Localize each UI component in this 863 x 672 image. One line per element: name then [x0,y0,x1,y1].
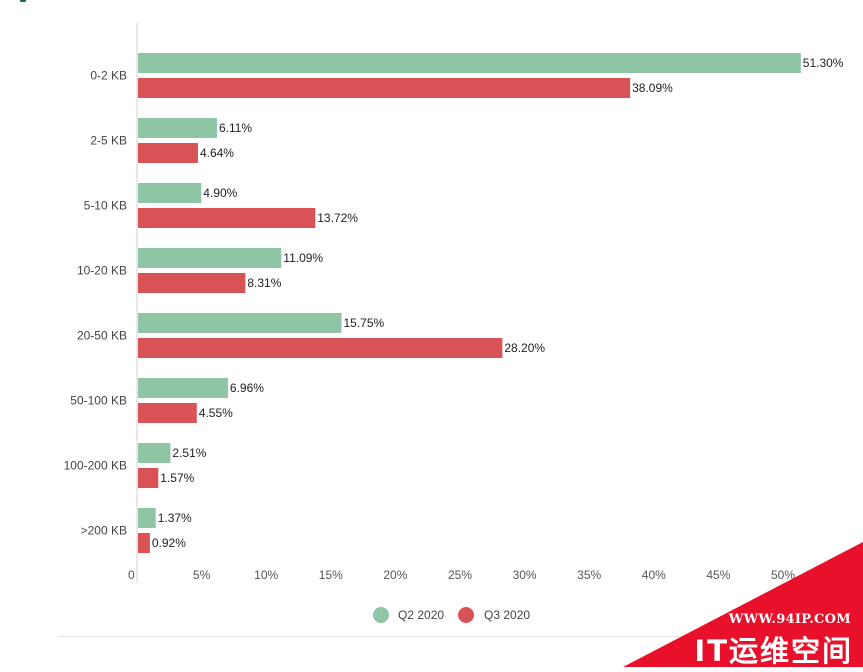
data-label: 38.09% [632,81,673,95]
bar [138,143,198,163]
x-tick-label: 40% [642,568,666,582]
x-tick-label: 20% [383,568,407,582]
title-fragment [20,0,26,2]
bar [138,248,282,268]
category-label: 10-20 KB [77,264,127,278]
x-tick-label: 30% [513,568,537,582]
data-label: 11.09% [283,251,323,265]
bar [138,183,202,203]
bar [138,53,801,73]
legend-marker [458,607,474,623]
divider [58,636,863,637]
bar [138,208,316,228]
category-label: 5-10 KB [84,199,127,213]
data-label: 51.30% [803,56,844,70]
x-tick-label: 0 [128,568,135,582]
data-label: 4.55% [199,406,233,420]
category-label: 100-200 KB [64,459,127,473]
data-label: 0.92% [152,536,186,550]
x-tick-label: 45% [706,568,730,582]
watermark-triangle [623,542,863,667]
bar [138,78,631,98]
category-label: 50-100 KB [70,394,127,408]
data-label: 6.11% [219,121,252,135]
x-tick-label: 10% [254,568,278,582]
category-label: 0-2 KB [90,69,127,83]
x-tick-label: 50% [771,568,795,582]
bar [138,118,217,138]
x-tick-label: 5% [193,568,211,582]
category-label: >200 KB [81,524,127,538]
bar [138,533,150,553]
data-label: 1.37% [158,511,192,525]
legend-label: Q2 2020 [398,608,444,622]
legend-label: Q3 2020 [484,608,530,622]
bar [138,468,159,488]
data-label: 8.31% [247,276,281,290]
bar [138,273,246,293]
category-label: 2-5 KB [90,134,127,148]
data-label: 1.57% [160,471,194,485]
x-tick-label: 25% [448,568,472,582]
data-label: 4.64% [200,146,234,160]
data-label: 13.72% [317,211,358,225]
legend-marker [373,607,389,623]
data-label: 4.90% [203,186,237,200]
watermark: WWW.94IP.COM IT运维空间 [623,542,863,667]
bar [138,313,342,333]
data-label: 2.51% [172,446,206,460]
category-label: 20-50 KB [77,329,127,343]
bar [138,508,156,528]
bar [138,338,503,358]
data-label: 6.96% [230,381,264,395]
watermark-brand: IT运维空间 [694,634,853,667]
data-label: 28.20% [504,341,545,355]
watermark-url: WWW.94IP.COM [728,612,851,627]
bar [138,403,197,423]
data-label: 15.75% [343,316,384,330]
x-tick-label: 35% [577,568,601,582]
bar [138,443,171,463]
x-tick-label: 15% [319,568,343,582]
bar [138,378,228,398]
